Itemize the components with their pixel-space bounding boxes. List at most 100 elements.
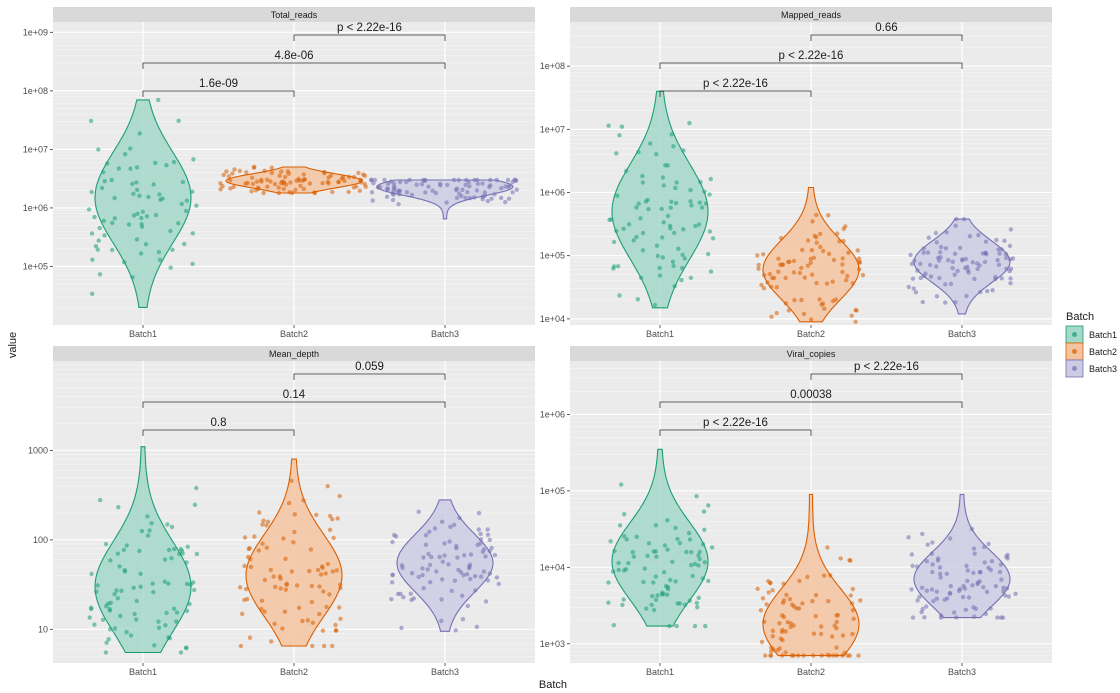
data-point [784, 592, 789, 598]
data-point [703, 201, 709, 206]
data-point [948, 584, 953, 589]
data-point [952, 610, 957, 615]
data-point [192, 502, 198, 507]
data-point [975, 580, 980, 585]
data-point [228, 178, 233, 183]
data-point [606, 600, 611, 605]
data-point [954, 216, 959, 222]
data-point [847, 558, 852, 563]
data-point [174, 619, 179, 624]
data-point [682, 602, 688, 607]
y-tick-label: 1e+09 [23, 27, 48, 37]
data-point [640, 230, 646, 236]
data-point [1008, 276, 1013, 281]
data-point [292, 512, 297, 517]
strip-label-mean-depth: Mean_depth [269, 349, 319, 359]
violin-batch2-mapped-reads [762, 186, 860, 323]
data-point [809, 248, 815, 253]
data-point [650, 594, 655, 599]
data-point [780, 600, 786, 605]
data-point [396, 202, 401, 207]
data-point [184, 198, 190, 203]
data-point [841, 238, 846, 244]
y-tick-label: 1e+06 [540, 409, 565, 419]
data-point [693, 223, 698, 229]
data-point [298, 183, 303, 188]
data-point [499, 186, 504, 191]
data-point [496, 581, 501, 587]
data-point [965, 568, 970, 573]
data-point [969, 526, 975, 532]
x-tick-label-batch1: Batch1 [129, 667, 157, 677]
data-point [492, 552, 498, 558]
data-point [636, 149, 641, 155]
data-point [665, 592, 670, 597]
data-point [689, 203, 694, 208]
data-point [269, 165, 274, 170]
data-point [494, 575, 500, 580]
data-point [194, 203, 199, 208]
data-point [369, 177, 374, 183]
data-point [419, 182, 425, 187]
data-point [139, 215, 144, 221]
data-point [138, 251, 144, 256]
data-point [391, 184, 397, 190]
data-point [934, 596, 940, 601]
data-point [631, 238, 636, 243]
data-point [317, 611, 322, 617]
data-point [1008, 266, 1014, 271]
data-point [993, 584, 998, 589]
data-point [842, 650, 847, 655]
data-point [965, 578, 970, 584]
data-point [825, 652, 830, 658]
points-batch3-mean-depth [389, 509, 501, 633]
data-point [621, 226, 626, 231]
data-point [179, 201, 184, 207]
strip-total-reads [53, 7, 535, 22]
data-point [990, 288, 995, 293]
strip-mean-depth [53, 346, 535, 361]
data-point [644, 606, 649, 611]
data-point [289, 569, 295, 574]
x-tick-label-batch1: Batch1 [129, 329, 157, 339]
y-axis-title: value [7, 332, 19, 358]
data-point [232, 167, 237, 172]
data-point [327, 513, 333, 519]
data-point [118, 613, 123, 619]
data-point [384, 194, 390, 199]
data-point [149, 521, 154, 526]
data-point [467, 184, 472, 189]
data-point [833, 297, 839, 302]
data-point [455, 555, 460, 560]
data-point [282, 609, 288, 614]
data-point [481, 569, 487, 574]
data-point [391, 192, 396, 197]
data-point [351, 174, 357, 180]
data-point [973, 606, 979, 611]
data-point [245, 596, 250, 602]
data-point [909, 587, 914, 592]
data-point [108, 558, 113, 563]
comparison-batch2-batch3: p < 2.22e-16 [810, 361, 963, 380]
data-point [487, 571, 493, 576]
data-point [281, 186, 286, 192]
data-point [447, 539, 452, 544]
data-point [918, 275, 923, 281]
data-point [617, 293, 622, 298]
data-point [510, 190, 515, 195]
data-point [931, 598, 936, 604]
data-point [423, 533, 429, 538]
legend-item-batch1: Batch1 [1065, 325, 1117, 344]
x-tick-label-batch3: Batch3 [948, 329, 976, 339]
data-point [507, 183, 512, 188]
data-point [826, 251, 832, 256]
data-point [429, 554, 434, 560]
x-tick-label-batch2: Batch2 [280, 667, 308, 677]
data-point [910, 276, 916, 281]
data-point [139, 528, 145, 534]
data-point [278, 586, 283, 591]
data-point [194, 485, 199, 491]
legend-label-batch3: Batch3 [1089, 364, 1117, 374]
panel-mean-depth: Mean_depth 10 100 1000 0.8 0.14 0.059 Batch1 Bat… [28, 346, 535, 677]
comparison-batch1-batch3: 4.8e-06 [142, 50, 446, 69]
